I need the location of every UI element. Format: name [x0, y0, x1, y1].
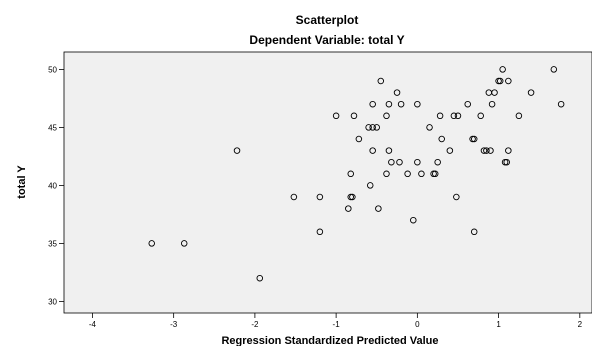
data-point [496, 77, 504, 85]
data-point [233, 147, 241, 154]
data-point [515, 112, 523, 120]
data-point [470, 135, 478, 143]
y-tick-label: 35 [48, 239, 57, 248]
data-point [527, 89, 535, 96]
data-point [418, 170, 425, 178]
data-point [491, 89, 498, 96]
x-tick-label: -4 [89, 320, 97, 329]
data-point [369, 100, 376, 108]
data-point [180, 240, 188, 247]
data-points [148, 66, 565, 282]
data-point [316, 228, 324, 236]
data-point [483, 147, 490, 154]
y-tick-label: 30 [48, 297, 57, 306]
data-point [503, 158, 510, 166]
data-point [332, 112, 340, 120]
data-point [477, 112, 484, 120]
data-point [505, 77, 512, 85]
y-axis-label: total Y [16, 165, 28, 199]
data-point [377, 77, 385, 85]
data-point [383, 170, 390, 178]
data-point [470, 228, 478, 236]
x-tick-label: -3 [170, 320, 178, 329]
data-point [369, 147, 376, 154]
data-point [316, 193, 324, 201]
data-point [345, 205, 352, 212]
data-point [550, 66, 558, 73]
data-point [450, 112, 458, 120]
data-point [350, 112, 358, 120]
chart-subtitle: Dependent Variable: total Y [249, 33, 404, 47]
data-point [410, 216, 417, 224]
data-point [426, 124, 433, 131]
y-tick-label: 40 [48, 181, 57, 190]
data-point [431, 170, 439, 178]
data-point [385, 100, 393, 108]
data-point [434, 158, 441, 166]
data-point [505, 147, 512, 154]
data-point [438, 135, 445, 143]
data-point [290, 193, 298, 201]
y-axis: 30 35 40 45 50 [48, 65, 64, 306]
data-point [355, 135, 363, 143]
data-point [480, 147, 488, 154]
data-point [557, 100, 565, 108]
data-point [148, 240, 155, 247]
x-tick-label: 0 [415, 320, 420, 329]
data-point [487, 147, 494, 154]
y-tick-label: 45 [48, 123, 57, 132]
data-point [414, 158, 421, 166]
data-point [365, 124, 372, 131]
data-point [499, 66, 506, 73]
data-point [388, 158, 395, 166]
data-point [446, 147, 454, 154]
data-point [414, 100, 421, 108]
data-point [464, 100, 471, 108]
data-point [349, 193, 356, 201]
y-tick-label: 50 [48, 65, 57, 74]
data-point [347, 170, 354, 178]
data-point [397, 100, 405, 108]
x-tick-label: 2 [578, 320, 583, 329]
data-point [453, 193, 460, 201]
plot-area [63, 51, 592, 314]
data-point [366, 182, 374, 189]
data-point [375, 205, 382, 212]
x-tick-label: 1 [496, 320, 501, 329]
x-axis: -4 -3 -2 -1 0 1 2 [89, 313, 583, 329]
data-point [454, 112, 462, 120]
data-point [436, 112, 444, 120]
data-point [385, 147, 393, 154]
chart-title: Scatterplot [296, 13, 359, 27]
data-point [393, 89, 401, 96]
x-tick-label: -2 [251, 320, 259, 329]
data-point [256, 274, 264, 282]
data-point [396, 158, 403, 166]
data-point [404, 170, 411, 178]
x-tick-label: -1 [333, 320, 341, 329]
data-point [369, 124, 376, 131]
data-point [488, 100, 496, 108]
data-point [373, 124, 380, 131]
data-point [383, 112, 390, 120]
x-axis-label: Regression Standardized Predicted Value [221, 335, 438, 346]
